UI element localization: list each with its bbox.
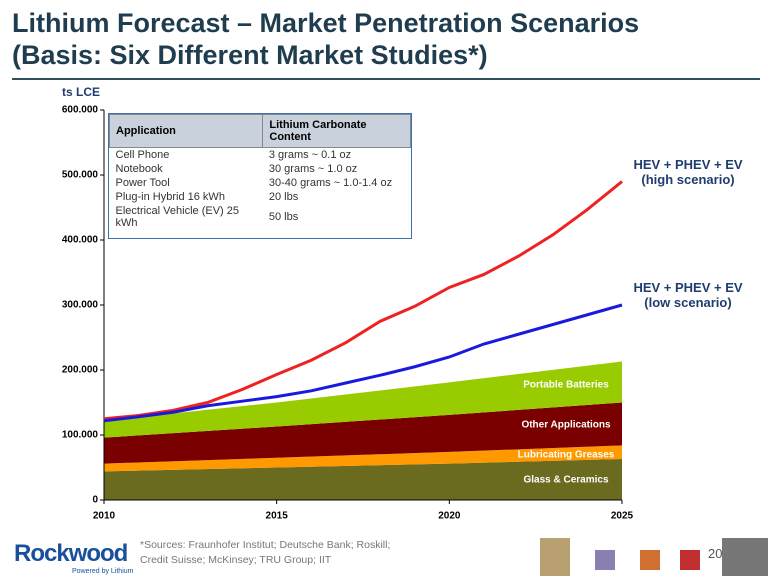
line-label: HEV + PHEV + EV (low scenario) xyxy=(633,280,743,310)
photo xyxy=(595,550,615,570)
area xyxy=(104,459,622,500)
cell: Power Tool xyxy=(115,177,170,189)
area xyxy=(104,445,622,472)
photo xyxy=(722,538,768,576)
x-tick-label: 2020 xyxy=(438,511,461,522)
row: Cell Phone 3 grams ~ 0.1 oz xyxy=(110,148,411,163)
header-row: Application Lithium Carbonate Content xyxy=(108,114,411,148)
area xyxy=(104,361,622,438)
title-rule xyxy=(12,78,760,80)
cell: 30-40 grams ~ 1.0-1.4 oz xyxy=(268,177,393,189)
cell: Plug-in Hybrid 16 kWh xyxy=(115,191,225,203)
y-tick-label: 100.000 xyxy=(62,430,99,441)
line xyxy=(103,303,623,423)
line-label: HEV + PHEV + EV (high scenario) xyxy=(633,156,743,187)
area-label: Other Applications xyxy=(521,420,611,431)
area xyxy=(104,402,622,464)
chart-title: Lithium Forecast – Market Penetration Sc… xyxy=(12,8,640,38)
cell: 3 grams ~ 0.1 oz xyxy=(268,149,352,161)
area-label: Lubricating Greases xyxy=(518,450,615,461)
y-axis-label: ts LCE xyxy=(62,85,101,99)
line xyxy=(103,180,623,421)
cell: Notebook xyxy=(115,163,163,175)
y-tick-label: 200.000 xyxy=(62,365,99,376)
photo xyxy=(640,550,660,570)
cell: 30 grams ~ 1.0 oz xyxy=(268,163,358,175)
x-tick-label: 2025 xyxy=(611,511,634,522)
photo xyxy=(680,550,700,570)
row: Power Tool 30-40 grams ~ 1.0-1.4 oz xyxy=(110,176,411,190)
logo: Rockwood xyxy=(14,540,128,567)
footnote: *Sources: Fraunhofer Institut; Deutsche … xyxy=(140,539,391,566)
column-header: Application xyxy=(108,114,264,148)
y-tick-label: 600.000 xyxy=(62,105,99,116)
y-tick-label: 0 xyxy=(92,495,98,506)
photo xyxy=(540,538,570,576)
y-tick-label: 400.000 xyxy=(62,235,99,246)
x-tick-label: 2015 xyxy=(266,511,289,522)
row: Notebook 30 grams ~ 1.0 oz xyxy=(110,162,411,176)
chart-subtitle: (Basis: Six Different Market Studies*) xyxy=(12,40,488,70)
y-tick-label: 500.000 xyxy=(62,170,99,181)
table: Application Lithium Carbonate Content Cell… xyxy=(108,114,411,230)
area-label: Portable Batteries xyxy=(523,380,609,391)
row: Plug-in Hybrid 16 kWh 20 lbs xyxy=(110,190,411,204)
inset-table: Application Lithium Carbonate Content Cell… xyxy=(108,113,412,239)
cell: Cell Phone xyxy=(115,149,170,161)
y-tick-label: 300.000 xyxy=(62,300,99,311)
page-number: 20 xyxy=(708,546,723,561)
column-header: Lithium Carbonate Content xyxy=(262,114,411,148)
row: Electrical Vehicle (EV) 25 kWh 50 lbs xyxy=(110,204,411,230)
area-label: Glass & Ceramics xyxy=(523,475,608,486)
cell: 20 lbs xyxy=(268,191,299,203)
cell: Electrical Vehicle (EV) 25 kWh xyxy=(115,205,240,229)
x-tick-label: 2010 xyxy=(93,511,116,522)
cell: 50 lbs xyxy=(268,211,299,223)
logo-tagline: Powered by Lithium xyxy=(72,568,134,575)
